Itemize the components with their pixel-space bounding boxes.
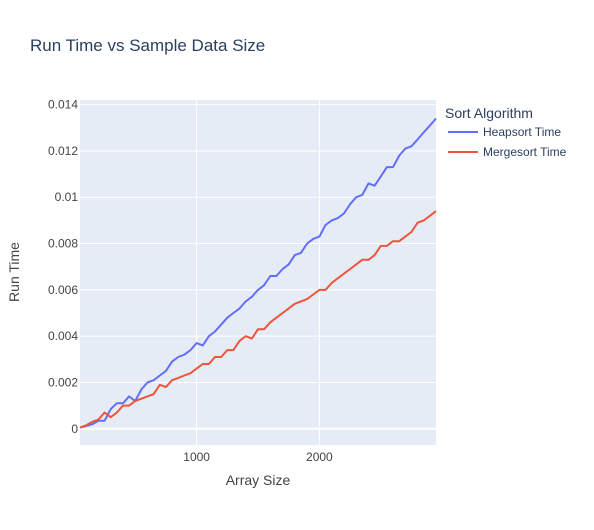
series-layer	[79, 117, 437, 429]
x-tick-label: 1000	[183, 450, 210, 464]
y-tick-label: 0.014	[48, 98, 78, 112]
legend-label: Mergesort Time	[483, 145, 567, 159]
y-axis-ticks: 0 0.002 0.004 0.006 0.008 0.01 0.012 0.014	[48, 98, 78, 436]
series-line-heapsort-time	[79, 117, 437, 429]
legend[interactable]: Sort Algorithm Heapsort Time Mergesort Ti…	[445, 105, 567, 159]
y-tick-label: 0.012	[48, 144, 78, 158]
x-tick-label: 2000	[306, 450, 333, 464]
y-tick-label: 0	[71, 422, 78, 436]
plot-area	[80, 100, 436, 445]
legend-item-heapsort-time[interactable]: Heapsort Time	[448, 125, 561, 139]
legend-title: Sort Algorithm	[445, 105, 533, 121]
chart-title: Run Time vs Sample Data Size	[30, 36, 265, 55]
grid-lines	[80, 100, 436, 445]
x-axis-ticks: 1000 2000	[183, 450, 333, 464]
y-tick-label: 0.006	[48, 283, 78, 297]
y-axis-title: Run Time	[6, 242, 22, 302]
y-tick-label: 0.008	[48, 237, 78, 251]
y-tick-label: 0.004	[48, 329, 78, 343]
y-tick-label: 0.01	[55, 190, 79, 204]
legend-label: Heapsort Time	[483, 125, 561, 139]
y-tick-label: 0.002	[48, 375, 78, 389]
x-axis-title: Array Size	[226, 472, 291, 488]
legend-item-mergesort-time[interactable]: Mergesort Time	[448, 145, 567, 159]
series-line-mergesort-time	[79, 210, 437, 429]
